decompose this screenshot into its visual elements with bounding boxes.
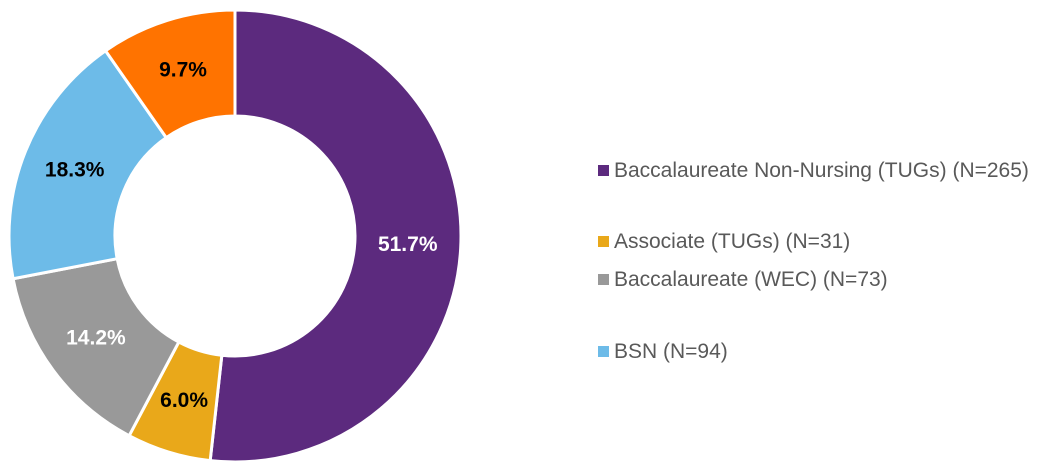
legend-item: Associate (TUGs) (N=31) bbox=[598, 226, 1038, 258]
legend-label: BSN (N=94) bbox=[614, 340, 728, 363]
donut-segment bbox=[103, 8, 237, 140]
legend-swatch bbox=[598, 236, 609, 247]
legend-item: BSN (N=94) bbox=[598, 336, 1038, 368]
data-label: 14.2% bbox=[66, 326, 126, 349]
donut-segment bbox=[11, 256, 181, 438]
donut-segment bbox=[208, 8, 463, 461]
legend-swatch bbox=[598, 165, 609, 176]
data-label: 18.3% bbox=[45, 159, 105, 182]
donut-segment bbox=[7, 48, 169, 281]
legend-label: Baccalaureate Non-Nursing (TUGs) (N=265) bbox=[614, 159, 1029, 182]
data-label: 6.0% bbox=[160, 389, 208, 412]
legend-label: Baccalaureate (WEC) (N=73) bbox=[614, 268, 888, 291]
legend-item: Baccalaureate Non-Nursing (TUGs) (N=265) bbox=[598, 155, 1038, 187]
data-label: 51.7% bbox=[378, 233, 438, 256]
legend-swatch bbox=[598, 346, 609, 357]
legend-swatch bbox=[598, 274, 609, 285]
data-label: 9.7% bbox=[159, 59, 207, 82]
legend-label: Associate (TUGs) (N=31) bbox=[614, 230, 851, 253]
legend-item: Baccalaureate (WEC) (N=73) bbox=[598, 264, 1038, 296]
